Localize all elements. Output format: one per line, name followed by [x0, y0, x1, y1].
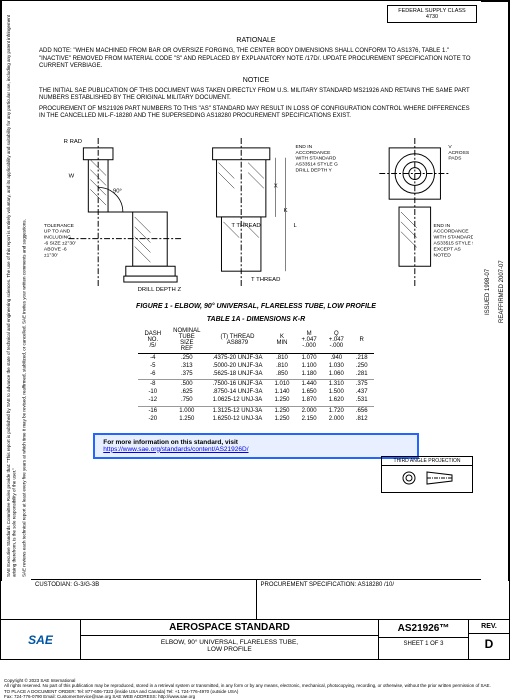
table-row: -10.625.8750-14 UNJF-3A1.1401.6501.500.4…: [138, 388, 373, 396]
figure-1-drawing: R RAD 90° W TOLERANCEUP TO ANDINCLUDING-…: [39, 127, 473, 297]
rev-label: REV.: [469, 620, 509, 634]
doc-number: AS21926™: [379, 620, 468, 638]
figure-caption: FIGURE 1 - ELBOW, 90° UNIVERSAL, FLARELE…: [39, 303, 473, 310]
right-spine-sidebar: ISSUED 1998-07 REAFFIRMED 2007-07 REVISE…: [481, 1, 509, 581]
label-l: L: [293, 222, 297, 228]
left-disclaimer-sidebar: SAE Executive Standards Committee Rules …: [1, 1, 31, 581]
projection-symbol-icon: [382, 466, 472, 492]
elbow-drawing-svg: R RAD 90° W TOLERANCEUP TO ANDINCLUDING-…: [39, 127, 473, 297]
reaffirmed-date: REAFFIRMED 2007-07: [495, 1, 509, 581]
label-v-across: VACROSSPADS: [448, 143, 470, 161]
label-angle: 90°: [113, 188, 122, 194]
label-tolerance: TOLERANCEUP TO ANDINCLUDING-6 SIZE ±2°30…: [44, 222, 76, 258]
col-m: M+.047-.000: [296, 327, 323, 354]
label-t-thread: T THREAD: [231, 222, 260, 228]
copyright-footer: Copyright © 2023 SAE International All r…: [1, 677, 509, 700]
label-accordance-1: END INACCORDANCEWITH STANDARDAS33514 STY…: [295, 143, 338, 173]
title-cell: AEROSPACE STANDARD ELBOW, 90° UNIVERSAL,…: [81, 620, 379, 659]
table-row: -12.7501.0625-12 UNJ-3A1.2501.8701.620.5…: [138, 396, 373, 404]
disclaimer-text-2: SAE reviews each technical report at lea…: [21, 5, 26, 577]
label-x: X: [274, 183, 278, 189]
projection-box: THIRD ANGLE PROJECTION: [381, 456, 473, 493]
notice-paragraph-1: THE INITIAL SAE PUBLICATION OF THIS DOCU…: [39, 88, 473, 103]
doc-number-cell: AS21926™ SHEET 1 OF 3: [379, 620, 469, 659]
logo-cell: SAE: [1, 620, 81, 659]
table-caption: TABLE 1A - DIMENSIONS K-R: [39, 316, 473, 323]
col-tube: NOMINALTUBESIZEREF: [167, 327, 206, 354]
label-drill-z: DRILL DEPTH Z: [138, 286, 182, 292]
table-row: -8.500.7500-16 UNJF-3A1.0101.4401.310.37…: [138, 380, 373, 389]
issued-date: ISSUED 1998-07: [481, 1, 495, 581]
label-accordance-2: END INACCORDANCEWITH STANDARDAS33515 STY…: [434, 222, 473, 258]
footer-strip: CUSTODIAN: G-3/G-3B PROCUREMENT SPECIFIC…: [31, 579, 481, 619]
procurement-spec-cell: PROCUREMENT SPECIFICATION: AS18280 /10/: [257, 580, 482, 619]
label-k: K: [284, 208, 288, 214]
table-row: -5.313.5000-20 UNJF-3A.8101.1001.030.250: [138, 362, 373, 370]
col-thread: (T) THREADAS8879: [206, 327, 268, 354]
standard-link[interactable]: https://www.sae.org/standards/content/AS…: [103, 446, 248, 453]
label-w: W: [69, 173, 75, 179]
col-k: KMIN: [268, 327, 295, 354]
col-r: R: [350, 327, 374, 354]
main-content: FEDERAL SUPPLY CLASS 4730 RATIONALE ADD …: [31, 1, 481, 579]
sheet-number: SHEET 1 OF 3: [379, 638, 468, 659]
table-row: -201.2501.6250-12 UNJ-3A1.2502.1502.000.…: [138, 415, 373, 423]
table-row: -161.0001.3125-12 UNJ-3A1.2502.0001.720.…: [138, 406, 373, 415]
rationale-text: ADD NOTE: "WHEN MACHINED FROM BAR OR OVE…: [39, 48, 473, 71]
rev-value: D: [469, 634, 509, 659]
copy-l4: Fax: 724-776-0790 Email: CustomerService…: [4, 694, 195, 699]
fsc-number: 4730: [426, 14, 438, 20]
notice-heading: NOTICE: [39, 77, 473, 84]
federal-supply-class-box: FEDERAL SUPPLY CLASS 4730: [387, 5, 477, 23]
label-r-rad: R RAD: [64, 138, 82, 144]
rationale-heading: RATIONALE: [39, 37, 473, 44]
info-text: For more information on this standard, v…: [103, 439, 238, 446]
table-row: -4.250.4375-20 UNJF-3A.8101.070.940.218: [138, 353, 373, 362]
document-page: SAE Executive Standards Committee Rules …: [0, 0, 510, 660]
custodian-cell: CUSTODIAN: G-3/G-3B: [31, 580, 257, 619]
title-block: SAE AEROSPACE STANDARD ELBOW, 90° UNIVER…: [1, 619, 509, 659]
more-info-box: For more information on this standard, v…: [93, 433, 419, 459]
label-t-thread-2: T THREAD: [251, 277, 280, 283]
disclaimer-text-1: SAE Executive Standards Committee Rules …: [6, 5, 17, 577]
notice-paragraph-2: PROCUREMENT OF MS21926 PART NUMBERS TO T…: [39, 106, 473, 121]
projection-label: THIRD ANGLE PROJECTION: [382, 457, 472, 466]
title-text: ELBOW, 90° UNIVERSAL, FLARELESS TUBE,LOW…: [81, 636, 378, 659]
col-q: Q+.047-.000: [323, 327, 350, 354]
sae-logo: SAE: [28, 633, 53, 647]
title-header: AEROSPACE STANDARD: [81, 620, 378, 636]
table-row: -6.375.5625-18 UNJF-3A.8501.1801.060.281: [138, 370, 373, 378]
dimensions-table: DASHNO./5/ NOMINALTUBESIZEREF (T) THREAD…: [138, 327, 373, 423]
revision-cell: REV. D: [469, 620, 509, 659]
col-dash: DASHNO./5/: [138, 327, 167, 354]
